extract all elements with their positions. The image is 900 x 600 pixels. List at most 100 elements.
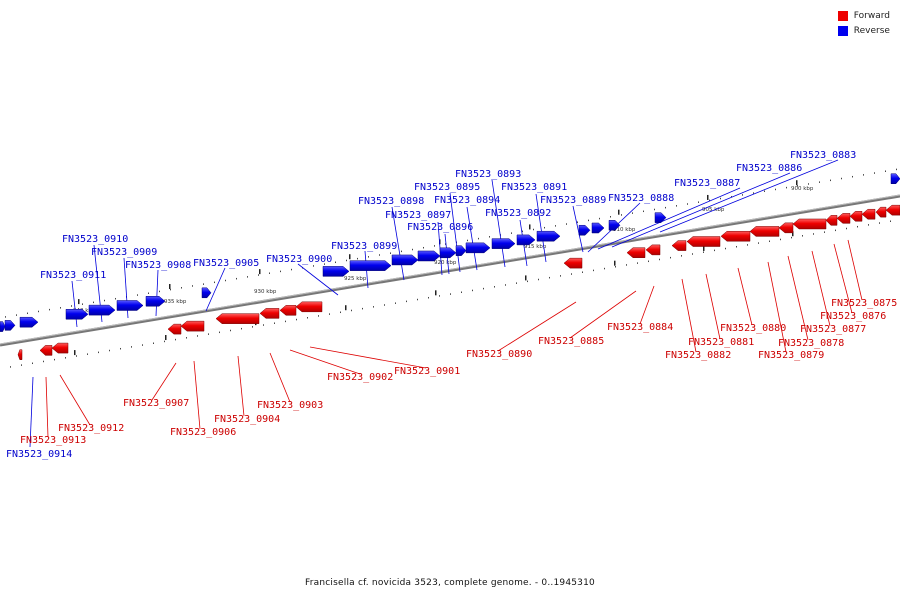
major-tick xyxy=(792,231,794,237)
minor-tick xyxy=(60,307,61,309)
gene-label: FN3523_0896 xyxy=(407,222,473,233)
minor-tick xyxy=(461,291,462,294)
minor-tick xyxy=(863,174,864,176)
gene-label: FN3523_0886 xyxy=(736,163,802,174)
gene-label: FN3523_0898 xyxy=(358,196,424,207)
major-tick xyxy=(78,299,80,305)
kbp-label-900: 900 kbp xyxy=(791,186,814,192)
minor-tick xyxy=(439,295,440,297)
legend-reverse: Reverse xyxy=(837,23,890,38)
minor-tick xyxy=(786,186,787,189)
minor-tick xyxy=(505,284,506,286)
kbp-label-920: 920 kbp xyxy=(434,260,457,266)
minor-tick xyxy=(324,263,325,265)
minor-tick xyxy=(137,294,138,296)
minor-tick xyxy=(830,179,831,182)
minor-tick xyxy=(219,331,220,334)
major-tick xyxy=(74,350,76,356)
legend: Forward Reverse xyxy=(837,8,890,38)
minor-tick xyxy=(54,358,55,361)
leader-line xyxy=(269,352,291,403)
gene-label: FN3523_0893 xyxy=(455,169,521,180)
leader-line xyxy=(787,255,809,341)
minor-tick xyxy=(703,251,704,253)
minor-tick xyxy=(874,172,875,174)
reverse-gene-arrow xyxy=(591,222,605,234)
gene-label: FN3523_0897 xyxy=(385,210,451,221)
minor-tick xyxy=(692,253,693,255)
minor-tick xyxy=(577,221,578,223)
gene-label: FN3523_0876 xyxy=(820,311,886,322)
forward-gene-arrow xyxy=(259,308,280,319)
minor-tick xyxy=(417,298,418,301)
minor-tick xyxy=(571,273,572,275)
minor-tick xyxy=(87,353,88,355)
leader-line xyxy=(681,278,697,353)
minor-tick xyxy=(373,306,374,308)
minor-tick xyxy=(566,223,567,225)
minor-tick xyxy=(82,303,83,305)
leader-line xyxy=(155,269,159,317)
leader-line xyxy=(151,362,177,401)
minor-tick xyxy=(813,233,814,235)
gene-label: FN3523_0908 xyxy=(125,260,191,271)
kbp-label-935: 935 kbp xyxy=(164,299,187,305)
minor-tick xyxy=(626,264,627,266)
minor-tick xyxy=(109,349,110,352)
minor-tick xyxy=(153,342,154,344)
gene-label: FN3523_0887 xyxy=(674,178,740,189)
minor-tick xyxy=(857,225,858,228)
minor-tick xyxy=(824,231,825,233)
minor-tick xyxy=(725,247,726,250)
gene-label: FN3523_0907 xyxy=(123,398,189,409)
minor-tick xyxy=(368,256,369,258)
gene-label: FN3523_0904 xyxy=(214,414,280,425)
minor-tick xyxy=(401,250,402,253)
minor-tick xyxy=(390,252,391,254)
minor-tick xyxy=(808,183,809,185)
minor-tick xyxy=(296,318,297,321)
minor-tick xyxy=(615,266,616,268)
reverse-gene-arrow xyxy=(890,173,900,184)
reverse-gene-arrow xyxy=(439,247,457,259)
minor-tick xyxy=(98,351,99,354)
gene-label: FN3523_0889 xyxy=(540,195,606,206)
forward-gene-arrow xyxy=(167,323,182,335)
minor-tick xyxy=(533,228,534,231)
minor-tick xyxy=(120,347,121,350)
gene-label: FN3523_0878 xyxy=(778,338,844,349)
forward-gene-arrow xyxy=(792,218,827,230)
minor-tick xyxy=(720,197,721,200)
reverse-gene-arrow xyxy=(322,266,350,277)
forward-gene-arrow xyxy=(671,240,687,251)
forward-gene-arrow xyxy=(875,206,887,218)
gene-label: FN3523_0912 xyxy=(58,423,124,434)
gene-label: FN3523_0875 xyxy=(831,298,897,309)
gene-label: FN3523_0883 xyxy=(790,150,856,161)
minor-tick xyxy=(131,346,132,348)
major-tick xyxy=(525,275,527,281)
forward-gene-arrow xyxy=(215,313,260,324)
minor-tick xyxy=(93,301,94,304)
reverse-gene-arrow xyxy=(4,320,16,331)
reverse-gene-arrow xyxy=(608,220,621,231)
gene-label: FN3523_0914 xyxy=(6,449,72,460)
minor-tick xyxy=(549,276,550,279)
minor-tick xyxy=(538,278,539,281)
minor-tick xyxy=(384,304,385,306)
minor-tick xyxy=(758,242,759,244)
minor-tick xyxy=(621,214,622,216)
gene-label: FN3523_0890 xyxy=(466,349,532,360)
reverse-gene-arrow xyxy=(417,250,441,262)
minor-tick xyxy=(43,360,44,363)
minor-tick xyxy=(797,185,798,187)
minor-tick xyxy=(142,344,143,346)
minor-tick xyxy=(10,366,11,368)
leader-line xyxy=(737,267,753,326)
minor-tick xyxy=(318,315,319,317)
leader-line xyxy=(59,374,91,426)
minor-tick xyxy=(16,314,17,316)
minor-tick xyxy=(835,229,836,232)
minor-tick xyxy=(38,310,39,313)
